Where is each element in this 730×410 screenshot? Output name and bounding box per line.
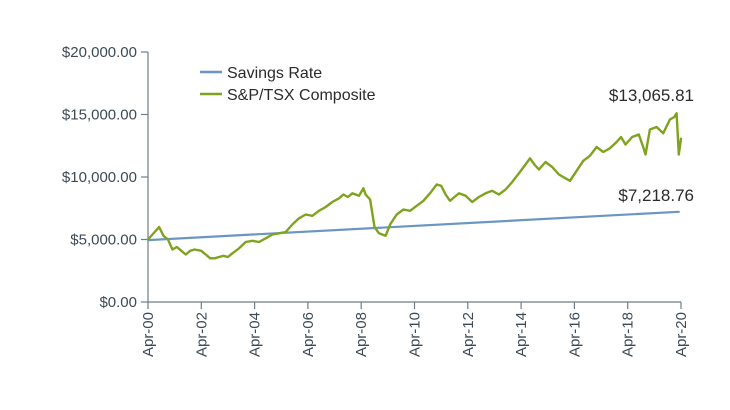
x-tick-label: Apr-06 [300, 312, 317, 357]
end-value-label: $7,218.76 [618, 186, 694, 205]
series-line-savings-rate [146, 210, 680, 242]
legend: Savings Rate S&P/TSX Composite [200, 65, 376, 104]
x-axis: Apr-00 Apr-02 Apr-04 Apr-06 Apr-08 Apr-10 Apr-… [140, 301, 690, 357]
legend-label: Savings Rate [227, 65, 322, 82]
x-tick-label: Apr-00 [140, 312, 157, 357]
y-tick-label: $15,000.00 [62, 107, 137, 124]
y-axis: $0.00 $5,000.00 $10,000.00 $15,000.00 $20,00… [62, 44, 149, 311]
y-tick-label: $5,000.00 [70, 232, 137, 249]
x-tick-label: Apr-14 [513, 312, 530, 357]
x-tick-label: Apr-20 [673, 312, 690, 357]
x-tick-label: Apr-18 [620, 312, 637, 357]
x-tick-label: Apr-16 [566, 312, 583, 357]
end-value-labels: $13,065.81 $7,218.76 [609, 86, 694, 205]
x-tick-label: Apr-02 [193, 312, 210, 357]
series-lines [146, 112, 683, 260]
end-value-label: $13,065.81 [609, 86, 694, 105]
x-tick-label: Apr-10 [407, 312, 424, 357]
y-tick-label: $10,000.00 [62, 169, 137, 186]
x-tick-label: Apr-12 [460, 312, 477, 357]
legend-label: S&P/TSX Composite [227, 87, 376, 104]
x-tick-label: Apr-04 [247, 312, 264, 357]
x-tick-label: Apr-08 [353, 312, 370, 357]
y-tick-label: $0.00 [99, 294, 137, 311]
y-tick-label: $20,000.00 [62, 44, 137, 61]
series-line-sp-tsx-composite [146, 112, 683, 260]
